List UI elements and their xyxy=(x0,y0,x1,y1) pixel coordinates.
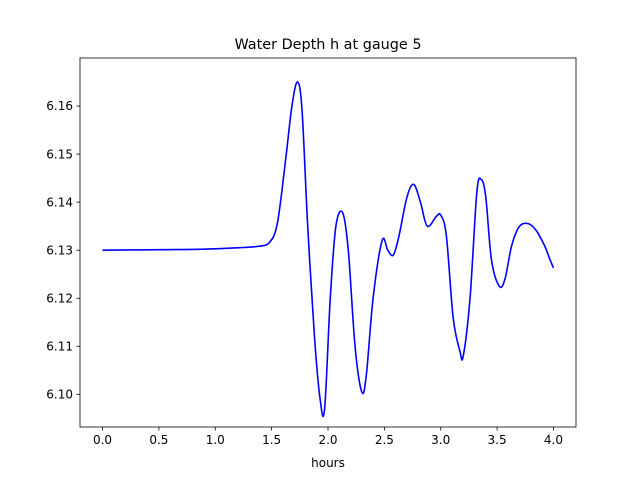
y-axis-ticks: 6.10 6.11 6.12 6.13 6.14 6.15 6.16 xyxy=(46,99,80,402)
y-tick-label: 6.15 xyxy=(46,147,73,161)
y-tick-label: 6.14 xyxy=(46,195,73,209)
y-tick-label: 6.12 xyxy=(46,291,73,305)
series-line-0 xyxy=(102,81,555,418)
x-tick-label: 0.5 xyxy=(149,433,168,447)
y-tick-label: 6.10 xyxy=(46,388,73,402)
x-tick-label: 1.0 xyxy=(206,433,225,447)
x-tick-label: 1.5 xyxy=(262,433,281,447)
x-tick-label: 0.0 xyxy=(93,433,112,447)
y-tick-label: 6.11 xyxy=(46,339,73,353)
x-axis-ticks: 0.0 0.5 1.0 1.5 2.0 2.5 3.0 3.5 4.0 xyxy=(93,427,563,447)
x-tick-label: 3.5 xyxy=(488,433,507,447)
y-tick-label: 6.16 xyxy=(46,99,73,113)
x-tick-label: 2.5 xyxy=(375,433,394,447)
x-tick-label: 2.0 xyxy=(318,433,337,447)
chart-title: Water Depth h at gauge 5 xyxy=(234,37,421,53)
x-tick-label: 3.0 xyxy=(431,433,450,447)
x-tick-label: 4.0 xyxy=(544,433,563,447)
x-axis-label: hours xyxy=(311,456,345,470)
y-tick-label: 6.13 xyxy=(46,243,73,257)
